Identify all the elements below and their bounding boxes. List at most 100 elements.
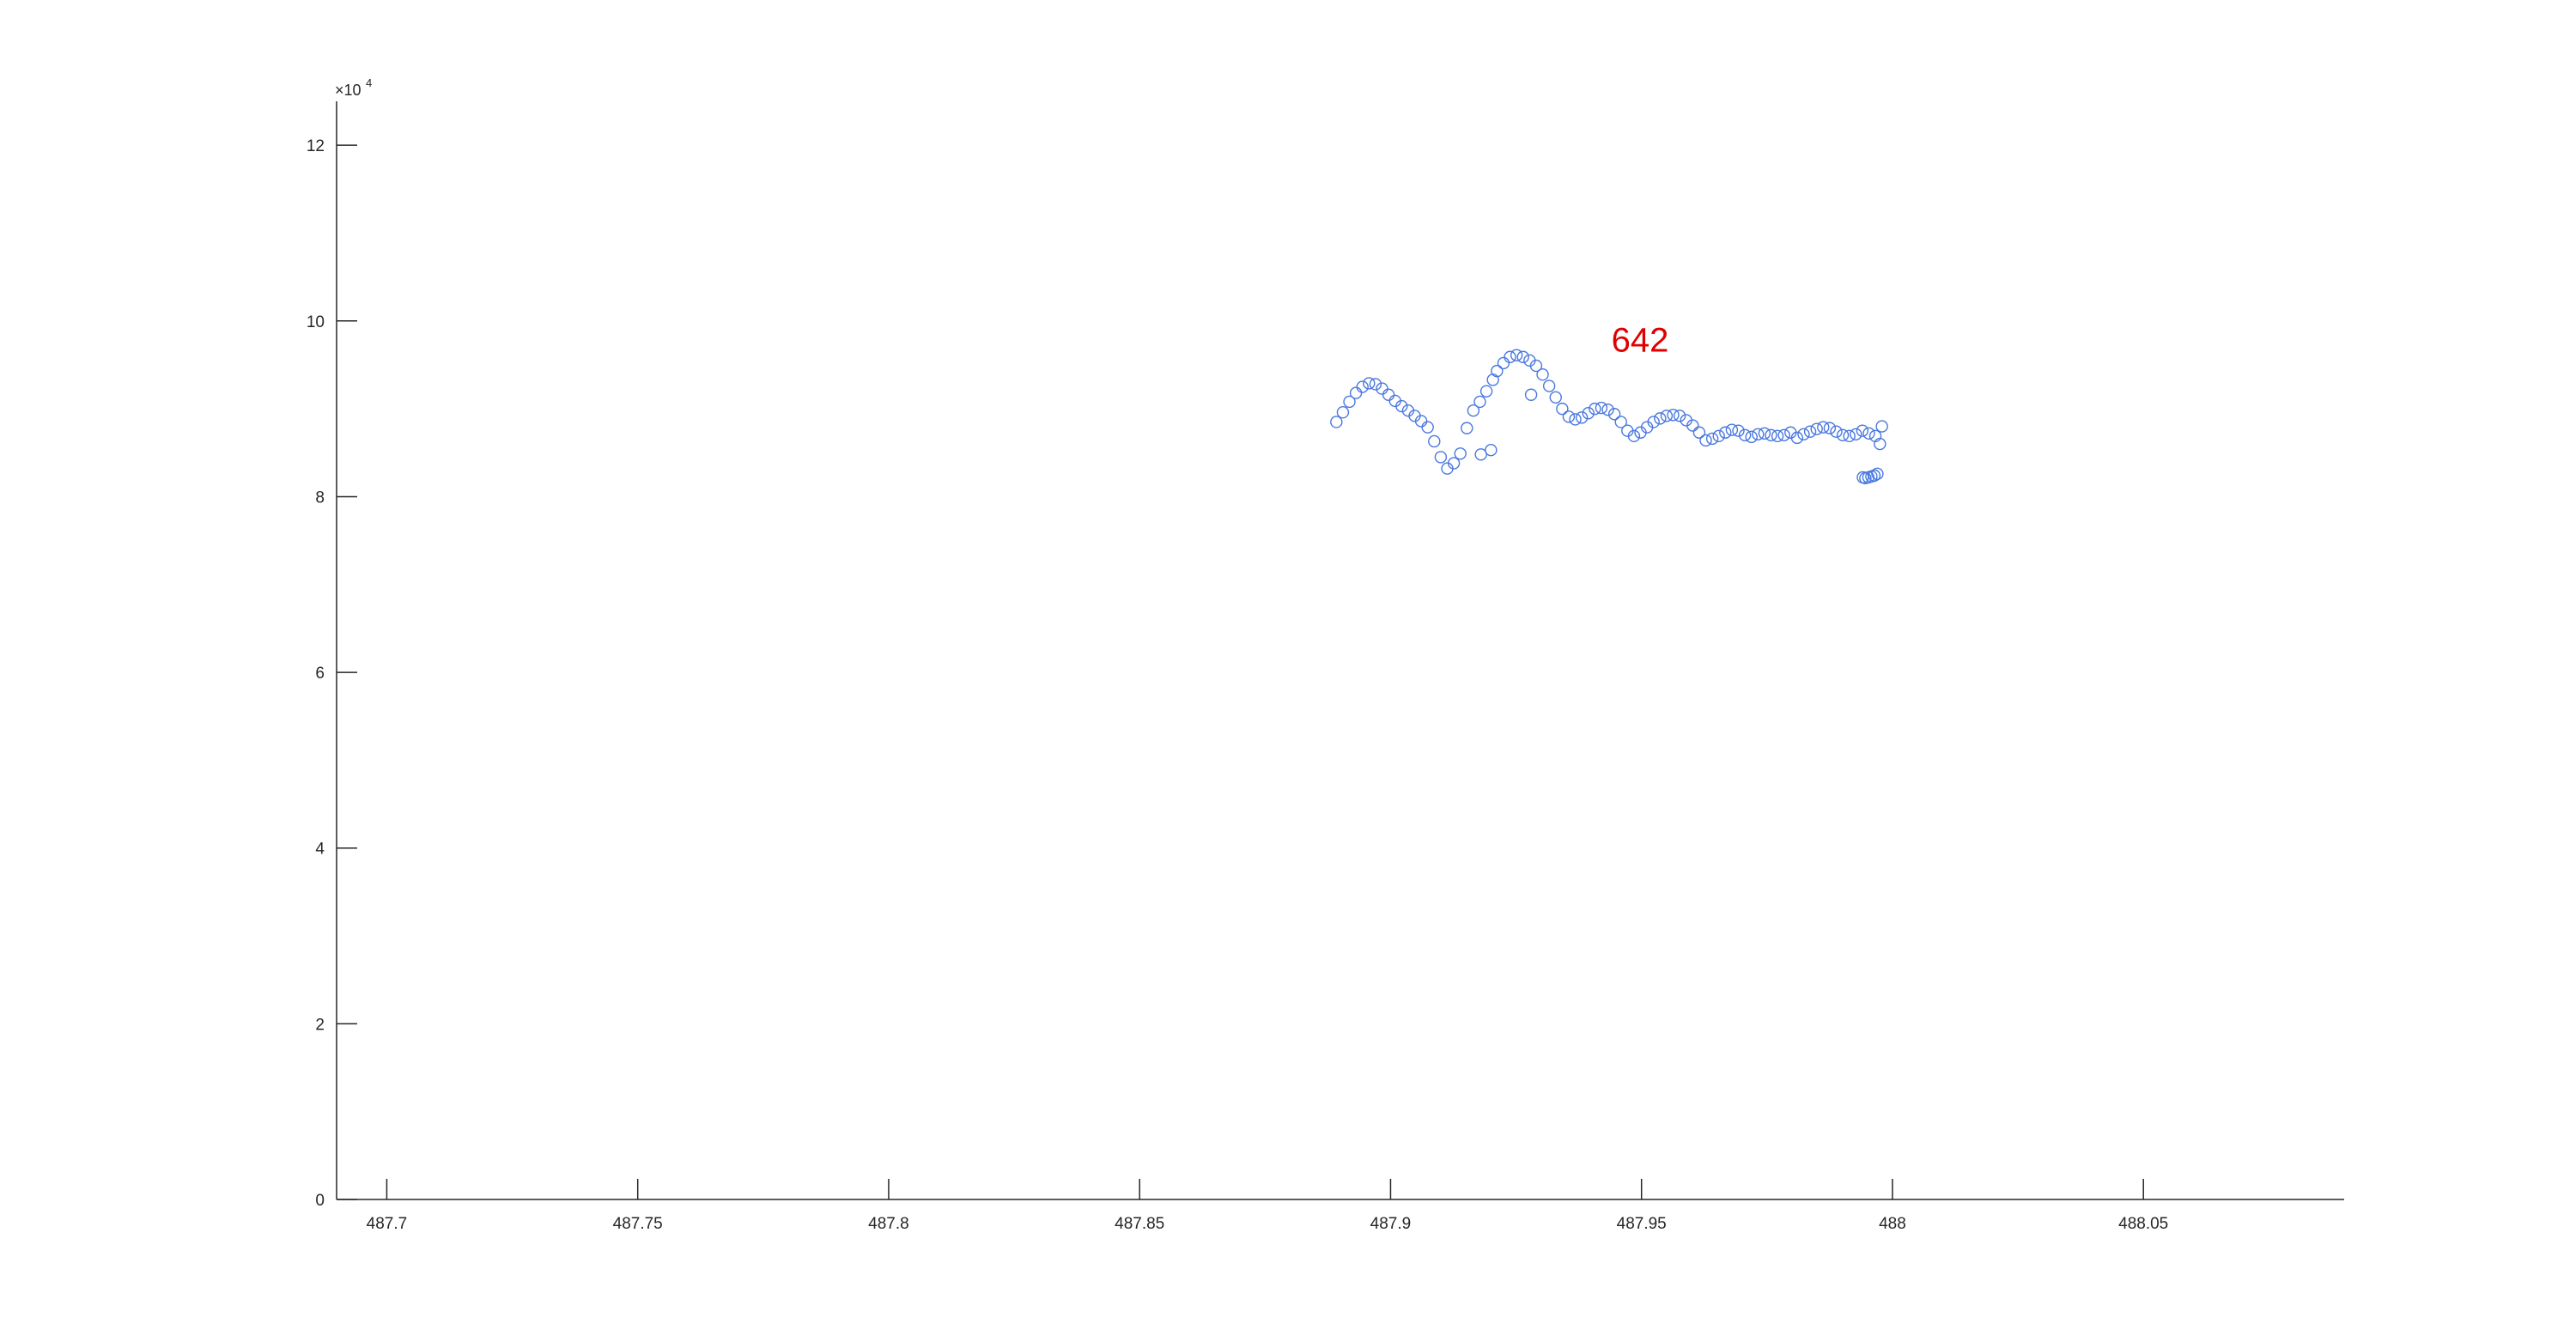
data-point [1607, 408, 1621, 421]
data-point [1363, 377, 1376, 390]
data-point [1712, 429, 1725, 443]
data-point [1850, 428, 1862, 440]
data-point [1510, 349, 1523, 361]
data-point [1868, 469, 1881, 483]
data-point [1601, 403, 1614, 416]
data-point [1497, 356, 1510, 370]
data-point [1529, 359, 1543, 373]
data-point [1485, 444, 1498, 457]
data-point [1771, 429, 1784, 443]
x-tick-label: 487.9 [1370, 1215, 1412, 1233]
y-tick-label: 6 [315, 665, 325, 683]
data-point [1474, 448, 1487, 461]
data-point [1582, 407, 1595, 420]
data-point [1836, 428, 1850, 442]
y-tick-label: 10 [307, 313, 325, 331]
data-point [1336, 406, 1350, 419]
data-point [1376, 382, 1388, 395]
data-point [1874, 437, 1886, 451]
data-point [1725, 423, 1739, 436]
x-tick-label: 487.8 [868, 1215, 909, 1233]
data-point [1356, 380, 1369, 393]
data-point [1516, 350, 1529, 363]
data-point [1790, 431, 1804, 445]
data-point [1461, 422, 1473, 434]
data-point [1447, 457, 1461, 470]
data-point [1454, 447, 1467, 460]
data-point [1823, 422, 1837, 434]
data-point [1343, 395, 1356, 409]
y-tick-label: 8 [315, 489, 325, 507]
data-point [1797, 428, 1810, 440]
data-point [1856, 424, 1869, 437]
data-point [1542, 380, 1556, 392]
y-tick-label: 12 [307, 137, 325, 155]
data-point [1647, 416, 1660, 428]
data-point [1536, 368, 1549, 381]
data-point [1732, 424, 1745, 437]
data-point [1491, 364, 1504, 378]
x-tick-label: 488.05 [2118, 1215, 2168, 1233]
data-point [1575, 411, 1589, 424]
data-point [1699, 434, 1712, 447]
data-point [1473, 395, 1486, 409]
y-tick-label: 2 [315, 1016, 325, 1034]
data-point [1758, 427, 1771, 440]
x-tick-label: 487.95 [1617, 1215, 1667, 1233]
data-point [1614, 416, 1627, 428]
data-point [1549, 391, 1562, 404]
data-point [1467, 404, 1480, 417]
data-point [1777, 428, 1790, 442]
y-tick-label: 4 [315, 841, 325, 859]
data-point [1369, 378, 1382, 391]
data-point [1875, 420, 1888, 433]
axes: 487.7 487.75 487.8 487.85 487.9 487.95 488 488.… [307, 101, 2344, 1233]
data-point [1765, 428, 1777, 442]
x-tick-label: 487.75 [613, 1215, 663, 1233]
x-tick-label: 487.85 [1115, 1215, 1164, 1233]
data-point [1862, 427, 1875, 440]
data-point [1524, 388, 1538, 401]
data-point [1486, 373, 1499, 386]
data-point [1395, 399, 1408, 413]
data-point [1330, 416, 1343, 428]
data-point [1479, 385, 1493, 398]
data-point [1421, 421, 1434, 434]
data-point [1504, 350, 1516, 363]
data-point [1349, 386, 1363, 399]
data-markers [1330, 349, 1888, 485]
point-annotation: 642 [1612, 322, 1669, 360]
data-point [1589, 402, 1601, 416]
data-point [1627, 429, 1641, 443]
data-point [1871, 467, 1884, 481]
data-point [1382, 388, 1395, 401]
data-point [1738, 428, 1752, 442]
data-point [1705, 432, 1719, 446]
data-point [1745, 430, 1758, 444]
data-point [1595, 401, 1608, 415]
data-point [1843, 429, 1856, 443]
y-exponent-power: 4 [366, 76, 372, 89]
data-point [1562, 410, 1576, 423]
x-tick-label: 488 [1879, 1215, 1906, 1233]
data-point [1654, 412, 1667, 425]
data-point [1673, 410, 1686, 422]
data-point [1569, 413, 1582, 426]
data-point [1660, 410, 1674, 422]
data-point [1414, 415, 1428, 428]
y-exponent-label: ×10 [335, 82, 361, 99]
data-point [1719, 426, 1732, 439]
data-point [1556, 402, 1569, 416]
data-point [1810, 422, 1823, 435]
data-point [1667, 409, 1680, 422]
x-tick-label: 487.7 [367, 1215, 408, 1233]
data-point [1817, 421, 1830, 434]
data-point [1830, 425, 1843, 438]
data-point [1434, 451, 1448, 464]
data-point [1752, 428, 1765, 440]
y-tick-label: 0 [315, 1192, 325, 1210]
data-point [1692, 426, 1706, 439]
data-point [1686, 419, 1699, 432]
data-point [1428, 434, 1441, 448]
